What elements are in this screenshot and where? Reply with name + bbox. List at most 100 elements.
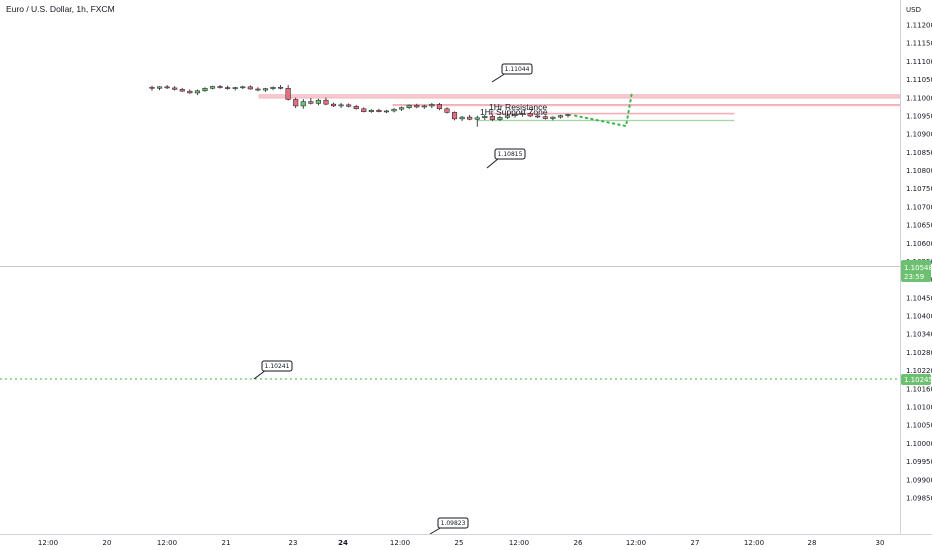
candle [202, 87, 208, 92]
y-tick-label: 1.11050 [906, 76, 932, 84]
annotation-label: 1.10241 [265, 363, 290, 370]
y-tick-label: 1.10000 [906, 440, 932, 448]
target-price-tag: 1.10245 [901, 374, 932, 385]
y-tick-label: 1.11100 [906, 58, 932, 66]
candle-body [149, 86, 155, 89]
chart-title: Euro / U.S. Dollar, 1h, FXCM [6, 4, 115, 14]
candle-body [520, 113, 526, 115]
candle-body [436, 104, 442, 110]
annotations-layer: 1.11044 1.10815 1.10241 1.09823 [253, 63, 533, 535]
candle-body [330, 103, 337, 107]
candle-body [232, 87, 238, 89]
candle-body [293, 99, 299, 107]
candle [489, 114, 495, 122]
candle [391, 108, 397, 113]
candle-body [391, 108, 397, 112]
x-tick-label: 12:00 [626, 539, 646, 547]
candle [436, 103, 442, 111]
price-annotation[interactable]: 1.09823 [429, 517, 469, 535]
y-tick-label: 1.09950 [906, 458, 932, 466]
candle-body [270, 86, 276, 89]
candle [225, 85, 231, 90]
price-annotation[interactable]: 1.10241 [253, 360, 293, 380]
candle [240, 85, 246, 89]
candle [414, 103, 420, 109]
support-zone[interactable] [477, 119, 735, 122]
y-tick-label: 1.10280 [906, 349, 932, 357]
candle-body [406, 104, 412, 108]
projection-layer [574, 91, 633, 128]
candle [451, 111, 458, 121]
y-tick-label: 1.09900 [906, 476, 932, 484]
candle [209, 85, 216, 90]
candle [444, 107, 450, 114]
annotation-pointer [486, 157, 500, 169]
candle-body [300, 101, 306, 107]
candle [459, 116, 465, 122]
candle [270, 86, 276, 91]
price-annotation[interactable]: 1.10815 [486, 148, 526, 169]
x-tick-label: 12:00 [157, 539, 177, 547]
candle [164, 85, 170, 89]
resistance-zone[interactable] [488, 112, 735, 115]
candle [262, 87, 269, 92]
y-tick-label: 1.10650 [906, 222, 932, 230]
candle [383, 109, 390, 114]
candle [421, 104, 427, 109]
resistance-zone[interactable] [392, 104, 901, 107]
resistance-zone[interactable] [258, 94, 901, 99]
candle [520, 112, 526, 117]
candle [293, 97, 299, 109]
candle-body [421, 105, 427, 108]
y-tick-label: 1.10100 [906, 403, 932, 411]
y-tick-label: 1.10850 [906, 149, 932, 157]
candle-body [504, 115, 511, 118]
time-axis[interactable]: 12:00 20 12:00 21 23 24 12:00 25 12:00 26 12:00 27 1… [0, 534, 932, 548]
projection-path[interactable] [574, 91, 633, 128]
candle [187, 89, 193, 94]
candle [429, 103, 435, 109]
y-tick-label: 1.10750 [906, 185, 932, 193]
candle-body [255, 88, 261, 91]
annotation-box [494, 148, 526, 160]
support-zone-label: 1Hr Support Zone [480, 107, 548, 117]
candle-body [429, 104, 435, 107]
candle-body [278, 86, 284, 89]
candle-body [262, 88, 269, 91]
candle [497, 116, 503, 122]
candle [512, 113, 518, 118]
candle-body [368, 109, 374, 112]
y-tick-label: 1.10700 [906, 203, 932, 211]
candle-body [497, 117, 503, 120]
candle [285, 85, 291, 101]
annotation-label: 1.11044 [505, 66, 530, 73]
candle [565, 113, 571, 118]
price-axis[interactable]: USD 1.11200 1.11150 1.11100 1.11050 1.11000 1… [900, 0, 932, 534]
y-tick-label: 1.10160 [906, 385, 932, 393]
candle [557, 114, 563, 119]
candle-body [535, 115, 541, 118]
candle [247, 85, 253, 90]
candle-body [179, 89, 185, 92]
candle-body [285, 88, 291, 100]
candle-body [542, 116, 548, 119]
candle-body [550, 116, 556, 119]
candle-body [194, 90, 200, 94]
candle [535, 114, 541, 119]
candle [255, 87, 261, 92]
candle [467, 114, 473, 121]
candle [232, 86, 238, 91]
candle-body [240, 86, 246, 89]
x-tick-label: 26 [574, 539, 583, 547]
annotation-label: 1.09823 [441, 520, 466, 527]
candle [330, 102, 337, 107]
candle-body [308, 101, 314, 104]
x-tick-label: 12:00 [509, 539, 529, 547]
candle [172, 86, 178, 91]
y-tick-label: 1.11200 [906, 22, 932, 30]
price-annotation[interactable]: 1.11044 [491, 63, 533, 83]
candle-body [209, 86, 216, 89]
candle-body [383, 110, 390, 113]
